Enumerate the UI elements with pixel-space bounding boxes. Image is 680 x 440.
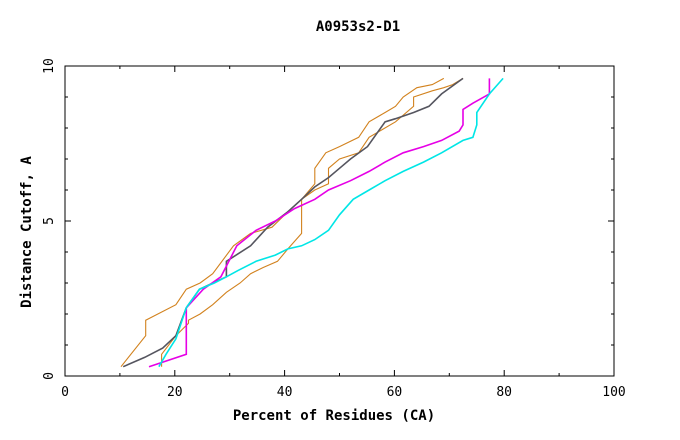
x-tick-labels: 0 20 40 60 80 100 bbox=[61, 385, 626, 400]
series-line-gray bbox=[122, 77, 464, 368]
series-line-orange-upper bbox=[120, 77, 445, 368]
x-tick-label: 0 bbox=[61, 385, 69, 400]
y-tick-label: 10 bbox=[42, 58, 57, 74]
x-axis-label: Percent of Residues (CA) bbox=[233, 408, 435, 424]
y-axis-label: Distance Cutoff, A bbox=[19, 156, 35, 308]
y-tick-label: 0 bbox=[42, 372, 57, 380]
x-tick-label: 20 bbox=[167, 385, 183, 400]
x-tick-label: 60 bbox=[387, 385, 403, 400]
x-tick-label: 40 bbox=[277, 385, 293, 400]
plot-frame bbox=[64, 65, 615, 377]
x-tick-label: 80 bbox=[496, 385, 512, 400]
x-tick-label: 100 bbox=[602, 385, 625, 400]
series-line-magenta bbox=[148, 78, 491, 368]
y-tick-label: 5 bbox=[42, 217, 57, 225]
series-line-cyan bbox=[158, 77, 504, 368]
axis-ticks bbox=[64, 65, 615, 377]
y-tick-labels: 0 5 10 bbox=[42, 58, 57, 380]
series-lines bbox=[120, 77, 504, 368]
series-line-orange-lower bbox=[161, 77, 464, 367]
chart-title: A0953s2-D1 bbox=[316, 19, 400, 35]
